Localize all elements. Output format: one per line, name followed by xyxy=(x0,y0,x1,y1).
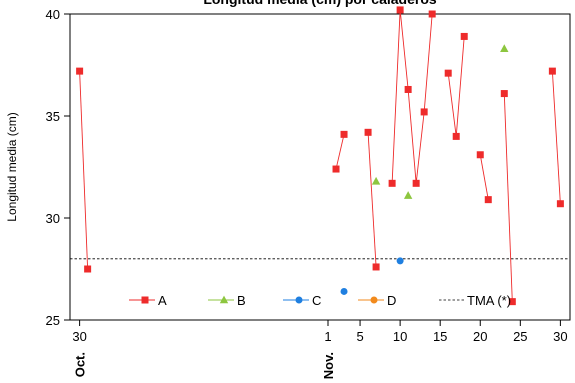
data-point xyxy=(452,132,460,140)
data-point xyxy=(388,179,396,187)
month-label: Nov. xyxy=(321,352,336,379)
month-label: Oct. xyxy=(73,352,88,377)
plot-frame xyxy=(69,13,571,321)
data-point xyxy=(500,90,508,98)
legend-entry-tma: TMA (*) xyxy=(439,293,511,308)
data-point xyxy=(84,265,92,273)
y-tick-label: 30 xyxy=(46,211,60,226)
y-axis-title: Longitud media (cm) xyxy=(5,112,19,221)
data-point xyxy=(404,85,412,93)
legend-marker xyxy=(295,296,303,304)
x-tick-label: 20 xyxy=(473,329,487,344)
series-line xyxy=(391,9,433,184)
legend-marker xyxy=(219,295,229,304)
data-point xyxy=(396,257,404,265)
legend-label: A xyxy=(158,293,167,308)
data-point xyxy=(372,263,380,271)
legend-label: D xyxy=(387,293,396,308)
data-point xyxy=(396,6,404,14)
x-tick-label: 30 xyxy=(72,329,86,344)
series-line xyxy=(479,154,489,200)
data-point xyxy=(444,69,452,77)
data-point xyxy=(340,287,348,295)
x-tick-label: 30 xyxy=(553,329,567,344)
x-tick-label: 5 xyxy=(356,329,363,344)
data-point xyxy=(500,44,509,52)
x-tick-label: 10 xyxy=(393,329,407,344)
data-point xyxy=(548,67,556,75)
series-line xyxy=(335,134,345,170)
legend-entry-b: B xyxy=(208,293,246,308)
legend-entry-d: D xyxy=(358,293,396,308)
x-tick-label: 1 xyxy=(324,329,331,344)
legend-marker xyxy=(141,296,149,304)
y-tick-label: 40 xyxy=(46,7,60,22)
legend-entry-c: C xyxy=(283,293,321,308)
series-line xyxy=(551,71,561,204)
data-point xyxy=(420,108,428,116)
series-line xyxy=(79,71,89,270)
series-line xyxy=(367,132,377,267)
series-line xyxy=(447,36,465,137)
data-point xyxy=(332,165,340,173)
data-point xyxy=(460,32,468,40)
data-point xyxy=(412,179,420,187)
data-point xyxy=(403,191,413,199)
data-point xyxy=(556,200,564,208)
y-tick-label: 35 xyxy=(46,109,60,124)
y-tick-label: 25 xyxy=(46,313,60,328)
series-c xyxy=(340,257,404,295)
legend-marker xyxy=(370,296,378,304)
data-point xyxy=(364,128,372,136)
legend-entry-a: A xyxy=(129,293,167,308)
data-point xyxy=(76,67,84,75)
x-tick-label: 15 xyxy=(433,329,447,344)
data-point xyxy=(340,130,348,138)
legend-label: TMA (*) xyxy=(467,293,511,308)
series-b xyxy=(371,44,509,199)
data-point xyxy=(508,298,516,306)
data-point xyxy=(371,176,381,185)
series-line xyxy=(503,93,513,302)
legend-label: B xyxy=(237,293,246,308)
x-tick-label: 25 xyxy=(513,329,527,344)
chart-title: Longitud media (cm) por caladeros xyxy=(203,0,437,7)
data-point xyxy=(484,196,492,204)
data-point xyxy=(428,10,436,18)
legend-label: C xyxy=(312,293,321,308)
series-a xyxy=(76,6,564,306)
data-point xyxy=(476,151,484,159)
